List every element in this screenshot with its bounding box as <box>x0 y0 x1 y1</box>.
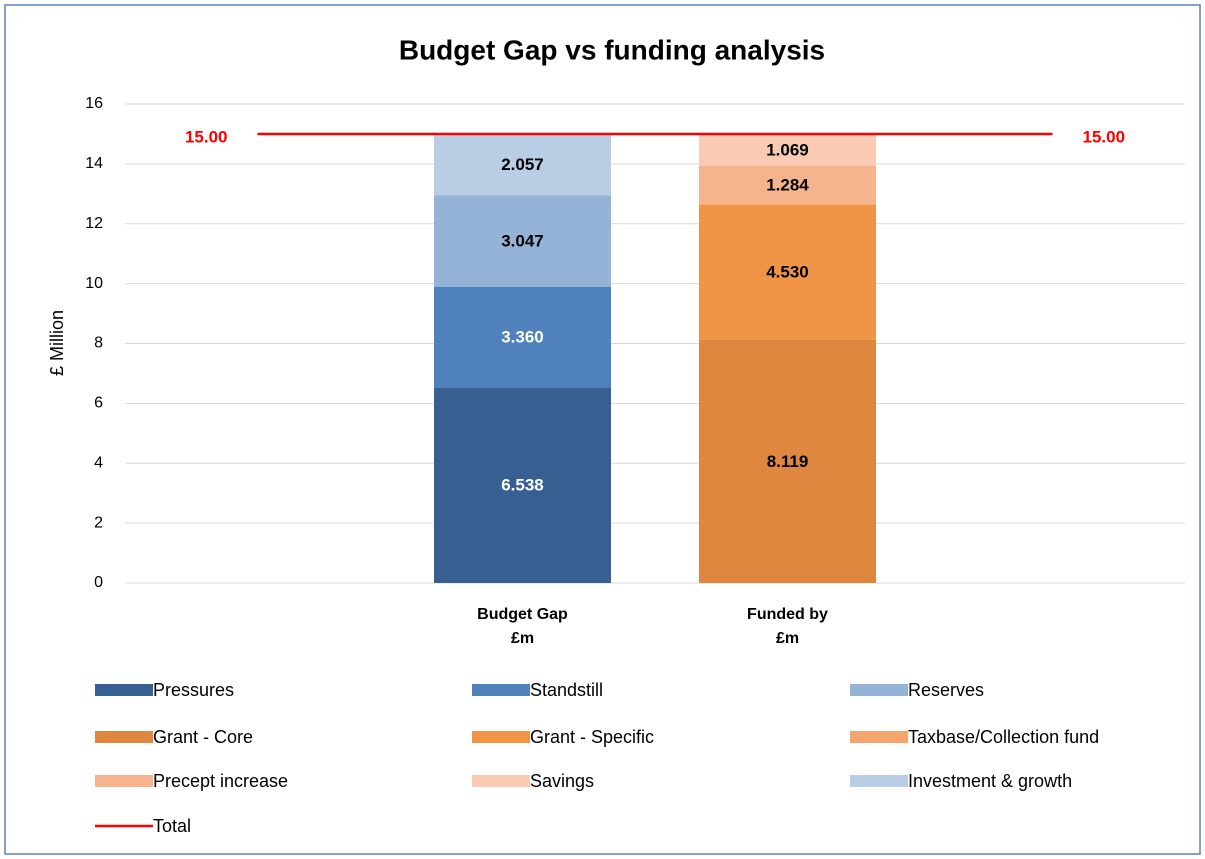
data-label: 1.069 <box>766 140 809 159</box>
data-label: 2.057 <box>501 155 544 174</box>
data-label: 1.284 <box>766 176 809 195</box>
x-tick-label: Funded by £m <box>747 606 828 647</box>
legend-swatch <box>95 775 153 787</box>
y-tick-label: 8 <box>94 335 103 352</box>
bar-segment <box>699 339 876 583</box>
legend-label: Reserves <box>908 680 984 700</box>
chart-title: Budget Gap vs funding analysis <box>399 34 825 65</box>
legend-label: Precept increase <box>153 771 288 791</box>
data-label: 15.00 <box>1083 127 1126 146</box>
y-tick-label: 4 <box>94 454 103 471</box>
data-label: 3.360 <box>501 327 544 346</box>
y-tick-label: 2 <box>94 514 103 531</box>
legend-label: Savings <box>530 771 594 791</box>
data-label: 4.530 <box>766 263 809 282</box>
x-tick-label: Budget Gap £m <box>477 606 568 647</box>
legend-swatch <box>850 684 908 696</box>
legend-label: Taxbase/Collection fund <box>908 727 1099 747</box>
data-label: 8.119 <box>767 452 809 471</box>
y-tick-label: 14 <box>85 155 103 172</box>
bar-segment <box>434 133 611 196</box>
y-tick-label: 16 <box>85 95 103 112</box>
legend-swatch <box>95 731 153 743</box>
legend-swatch <box>472 684 530 696</box>
data-label: 6.538 <box>501 476 544 495</box>
legend-swatch <box>95 684 153 696</box>
data-label: 15.00 <box>185 127 228 146</box>
bar-segment <box>434 195 611 287</box>
legend-label: Investment & growth <box>908 771 1072 791</box>
y-tick-label: 6 <box>94 395 103 412</box>
legend-swatch <box>850 775 908 787</box>
data-label: 3.047 <box>501 232 544 251</box>
legend-label: Pressures <box>153 680 234 700</box>
bar-segment <box>434 286 611 388</box>
y-tick-label: 10 <box>85 275 103 292</box>
bar-segment <box>699 165 876 205</box>
y-tick-label: 0 <box>94 574 103 591</box>
legend-swatch <box>850 731 908 743</box>
y-axis-title: £ Million <box>47 310 67 376</box>
legend-swatch <box>472 731 530 743</box>
y-tick-label: 12 <box>85 215 103 232</box>
bar-segment <box>434 387 611 583</box>
legend-label: Grant - Core <box>153 727 253 747</box>
legend-label: Standstill <box>530 680 603 700</box>
legend-swatch <box>472 775 530 787</box>
bar-segment <box>699 133 876 166</box>
legend-label: Grant - Specific <box>530 727 654 747</box>
bar-segment <box>699 204 876 340</box>
legend-label: Total <box>153 816 191 836</box>
